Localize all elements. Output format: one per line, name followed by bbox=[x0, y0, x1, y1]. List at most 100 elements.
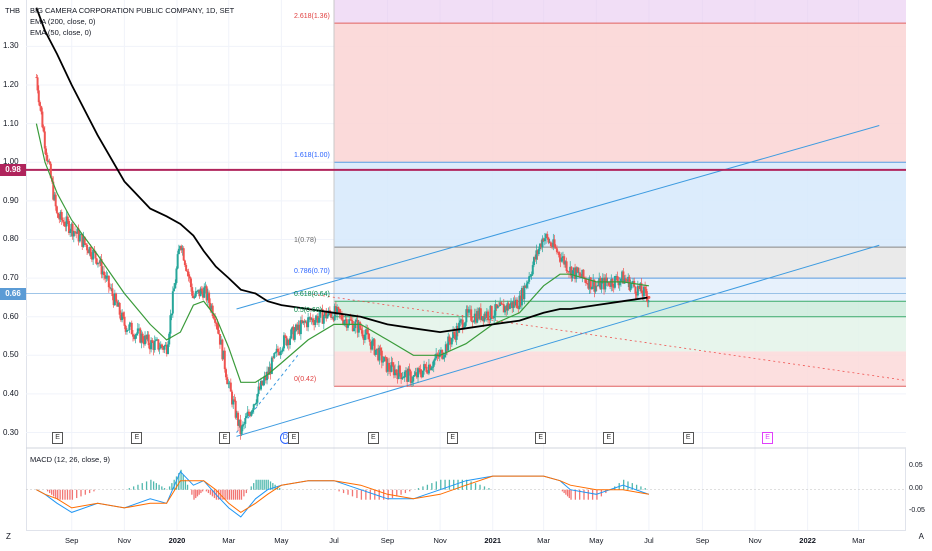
macd-bar bbox=[238, 489, 241, 500]
ema50-legend[interactable]: EMA (50, close, 0) bbox=[30, 28, 92, 37]
candle-body bbox=[363, 334, 366, 340]
macd-bar bbox=[631, 483, 633, 490]
candle-body bbox=[615, 276, 618, 277]
candle-body bbox=[386, 362, 389, 372]
macd-bar bbox=[180, 469, 182, 490]
price-axis[interactable]: THB bbox=[0, 0, 27, 530]
candle-body bbox=[107, 275, 110, 288]
candle-body bbox=[289, 338, 291, 345]
candle-body bbox=[189, 278, 192, 288]
candle-body bbox=[592, 279, 595, 288]
candle-body bbox=[287, 339, 290, 345]
candle-body bbox=[154, 339, 157, 341]
candle-body bbox=[138, 328, 141, 330]
candle-body bbox=[535, 250, 538, 260]
macd-bar bbox=[66, 489, 69, 500]
macd-bar bbox=[150, 479, 152, 490]
candle-body bbox=[570, 266, 573, 279]
ema200-line bbox=[35, 7, 650, 334]
price-tick: 1.00 bbox=[3, 157, 19, 167]
candle-body bbox=[330, 313, 333, 318]
macd-bar bbox=[207, 489, 210, 494]
candle-body bbox=[495, 304, 498, 309]
candle-body bbox=[467, 309, 470, 313]
candle-body bbox=[511, 302, 514, 309]
candle-body bbox=[348, 319, 351, 325]
macd-bar bbox=[163, 488, 166, 490]
macd-bar bbox=[205, 489, 208, 492]
candle-body bbox=[100, 259, 103, 275]
candle-body bbox=[646, 296, 649, 303]
fib-level-label: 1.618(1.00) bbox=[294, 152, 330, 160]
candle-body bbox=[449, 341, 452, 345]
candle-body bbox=[211, 305, 214, 317]
candle-body bbox=[206, 292, 209, 301]
candle-body bbox=[41, 111, 44, 128]
macd-bar bbox=[591, 489, 594, 500]
auto-scale-button[interactable]: A bbox=[918, 532, 924, 541]
candle-body bbox=[395, 369, 398, 373]
candle-body bbox=[595, 285, 598, 287]
candle-body bbox=[167, 344, 170, 354]
ema200-legend[interactable]: EMA (200, close, 0) bbox=[30, 17, 96, 26]
macd-bar bbox=[232, 489, 235, 500]
candle-body bbox=[199, 288, 202, 297]
time-axis[interactable]: Sep Nov 2020 Mar May Jul Sep Nov 2021 Mar May Jul Se… bbox=[26, 530, 906, 551]
candle-body bbox=[540, 243, 543, 248]
candle-body bbox=[639, 283, 642, 290]
zoom-icon[interactable]: Z bbox=[6, 532, 11, 541]
macd-bar bbox=[171, 483, 173, 490]
macd-bar bbox=[88, 489, 91, 494]
candle-body bbox=[491, 317, 494, 319]
candle-body bbox=[209, 302, 212, 310]
candle-body bbox=[118, 302, 121, 315]
candle-body bbox=[70, 223, 73, 232]
candle-body bbox=[174, 282, 177, 289]
macd-bar bbox=[383, 489, 385, 500]
candle-body bbox=[390, 362, 393, 372]
candle-body bbox=[644, 286, 647, 289]
macd-bar bbox=[448, 479, 451, 490]
macd-bar bbox=[422, 486, 424, 490]
candle-body bbox=[465, 309, 468, 323]
candle-body bbox=[349, 319, 352, 321]
candle-body bbox=[555, 248, 558, 253]
time-tick: Mar bbox=[852, 536, 866, 545]
candle-body bbox=[510, 302, 513, 306]
candle-body bbox=[94, 251, 97, 259]
ema50-line bbox=[35, 123, 649, 383]
candle-body bbox=[590, 287, 593, 290]
candle-body bbox=[139, 328, 142, 343]
candle-body bbox=[298, 324, 301, 335]
macd-bar bbox=[245, 489, 248, 494]
main-chart[interactable] bbox=[26, 0, 906, 530]
candle-body bbox=[80, 233, 83, 236]
macd-bar bbox=[57, 489, 59, 500]
price-tag-blue: 0.66 bbox=[0, 287, 26, 300]
candle-body bbox=[181, 248, 184, 251]
candle-body bbox=[250, 411, 253, 416]
time-tick: Nov bbox=[433, 536, 447, 545]
candle-body bbox=[641, 292, 644, 297]
candle-body bbox=[380, 350, 383, 363]
candle-body bbox=[303, 320, 306, 323]
candle-body bbox=[366, 329, 369, 334]
macd-bar bbox=[404, 489, 407, 494]
candle-body bbox=[128, 324, 131, 330]
macd-bar bbox=[226, 489, 228, 500]
macd-legend[interactable]: MACD (12, 26, close, 9) bbox=[30, 455, 111, 464]
macd-bar bbox=[269, 481, 272, 490]
candle-body bbox=[594, 285, 597, 292]
candle-body bbox=[264, 375, 267, 381]
macd-bar bbox=[132, 486, 135, 490]
candle-body bbox=[487, 311, 490, 320]
macd-axis[interactable] bbox=[905, 448, 932, 530]
candle-body bbox=[116, 301, 119, 307]
macd-bar bbox=[222, 489, 224, 500]
macd-bar bbox=[84, 489, 86, 495]
fib-zone bbox=[334, 23, 906, 163]
candle-body bbox=[564, 261, 567, 265]
candle-body bbox=[566, 271, 569, 272]
time-tick: Mar bbox=[537, 536, 551, 545]
trend-dotted bbox=[308, 293, 906, 381]
